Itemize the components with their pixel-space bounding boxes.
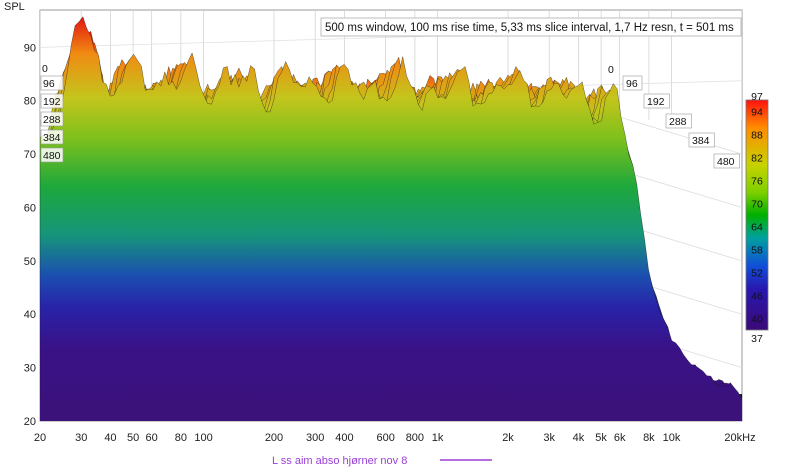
time-slice-left-0: 0 [42,63,48,75]
y-tick-30: 30 [24,363,36,375]
x-tick-5k: 5k [595,432,607,444]
x-tick-4k: 4k [573,432,585,444]
time-slice-right-box-192 [643,93,670,109]
x-tick-8k: 8k [643,432,655,444]
time-slice-left-box-96 [40,75,64,91]
y-tick-20: 20 [24,416,36,428]
x-tick-80: 80 [175,432,187,444]
x-tick-10k: 10k [663,432,681,444]
x-tick-2k: 2k [502,432,514,444]
waterfall-slices [40,16,742,421]
colorbar: 97 94 88 82 76 70 64 58 52 46 40 37 [745,91,769,345]
time-slice-left-box-192 [40,93,64,109]
colorbar-label-46: 46 [751,291,763,303]
time-slice-left-288: 288 [43,114,61,126]
legend: L ss aim abso hjørner nov 8 [272,455,492,467]
colorbar-label-70: 70 [751,199,763,211]
y-tick-80: 80 [24,96,36,108]
x-tick-800: 800 [406,432,424,444]
time-slice-right-box-96 [622,75,643,91]
time-slice-right-box-480 [713,153,740,169]
time-slice-right-0: 0 [608,64,614,76]
colorbar-label-40: 40 [751,314,763,326]
x-tick-100: 100 [194,432,212,444]
y-tick-60: 60 [24,202,36,214]
colorbar-labels: 97 94 88 82 76 70 64 58 52 46 40 37 [751,91,763,345]
time-slice-left-box-480 [40,147,64,163]
time-slice-right-box-288 [665,113,692,129]
x-axis-ticks: 20 30 40 50 60 80 100 200 300 400 600 800 1k 2k 3k 4k 5k… [34,432,756,444]
x-tick-30: 30 [75,432,87,444]
time-slice-left-96: 96 [43,78,55,90]
x-tick-400: 400 [335,432,353,444]
y-tick-70: 70 [24,149,36,161]
time-slice-labels-right: 0 96 192 288 384 480 [608,64,740,169]
x-tick-3k: 3k [543,432,555,444]
time-slice-right-480: 480 [717,156,735,168]
grid-floor-line [609,113,742,155]
time-slice-labels-left: 0 96 192 288 384 480 [40,63,64,163]
y-axis-label: SPL [4,1,25,13]
x-tick-50: 50 [127,432,139,444]
colorbar-label-58: 58 [751,245,763,257]
info-text: 500 ms window, 100 ms rise time, 5,33 ms… [325,22,734,34]
x-tick-6k: 6k [614,432,626,444]
colorbar-label-97: 97 [751,91,763,103]
time-slice-right-96: 96 [626,78,638,90]
colorbar-label-88: 88 [751,130,763,142]
x-tick-200: 200 [265,432,283,444]
x-tick-60: 60 [146,432,158,444]
colorbar-label-64: 64 [751,222,763,234]
y-axis-ticks: 20 30 40 50 60 70 80 90 [24,42,36,428]
time-slice-right-box-384 [688,132,715,148]
time-slice-left-box-384 [40,129,64,145]
time-slice-left-480: 480 [43,150,61,162]
y-tick-40: 40 [24,309,36,321]
time-slice-right-288: 288 [669,116,687,128]
x-tick-40: 40 [104,432,116,444]
x-tick-600: 600 [376,432,394,444]
waterfall-floor [40,399,742,421]
time-slice-left-384: 384 [43,132,61,144]
legend-label: L ss aim abso hjørner nov 8 [272,455,407,467]
x-tick-20: 20 [34,432,46,444]
time-slice-left-192: 192 [43,96,61,108]
colorbar-label-37: 37 [751,333,763,345]
time-slice-right-384: 384 [692,135,710,147]
waterfall-slice-0 [40,16,742,421]
colorbar-label-76: 76 [751,176,763,188]
colorbar-label-94: 94 [751,107,763,119]
colorbar-label-82: 82 [751,153,763,165]
time-slice-left-box-288 [40,111,64,127]
time-slice-right-192: 192 [647,96,665,108]
x-tick-300: 300 [306,432,324,444]
y-tick-50: 50 [24,256,36,268]
colorbar-gradient-bar [745,99,769,331]
info-box: 500 ms window, 100 ms rise time, 5,33 ms… [320,17,742,37]
y-tick-90: 90 [24,42,36,54]
x-tick-20kHz: 20kHz [724,432,755,444]
colorbar-label-52: 52 [751,268,763,280]
x-tick-1k: 1k [432,432,444,444]
